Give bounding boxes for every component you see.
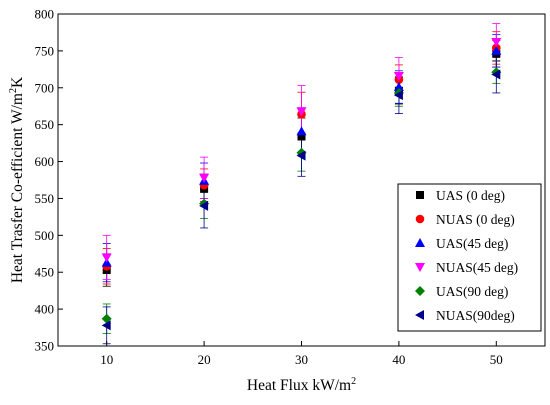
legend: UAS (0 deg) NUAS (0 deg) UAS(45 deg) NUAS(4…	[397, 183, 542, 332]
data-point	[393, 90, 403, 101]
data-point	[101, 253, 112, 263]
data-point	[101, 320, 111, 331]
y-tick-label: 650	[35, 117, 55, 132]
x-tick-label: 30	[295, 352, 308, 367]
y-tick-label: 450	[35, 265, 55, 280]
data-point	[296, 150, 306, 161]
y-tick-label: 400	[35, 302, 55, 317]
data-point	[491, 38, 502, 48]
y-tick-label: 550	[35, 191, 55, 206]
x-tick-label: 50	[490, 352, 503, 367]
legend-marker	[415, 286, 425, 296]
y-tick-label: 750	[35, 43, 55, 58]
y-tick-label: 800	[35, 7, 55, 22]
data-point	[297, 132, 306, 141]
y-axis-title: Heat Trasfer Co-efficient W/m2K	[8, 76, 26, 283]
x-tick-label: 20	[198, 352, 211, 367]
y-tick-label: 500	[35, 228, 55, 243]
x-tick-label: 10	[100, 352, 113, 367]
data-point	[393, 82, 404, 92]
x-axis-title: Heat Flux kW/m2	[247, 376, 356, 394]
legend-label: UAS(90 deg)	[436, 284, 508, 299]
legend-label: NUAS (0 deg)	[436, 212, 515, 227]
data-point	[199, 173, 210, 183]
data-point	[199, 200, 209, 211]
data-point	[491, 69, 501, 80]
legend-marker	[415, 214, 425, 224]
legend-label: UAS(45 deg)	[436, 236, 508, 251]
legend-label: NUAS(45 deg)	[436, 260, 518, 275]
y-tick-label: 600	[35, 154, 55, 169]
x-tick-label: 40	[392, 352, 405, 367]
axis-ticks: 10 20 30 40 50 350 400 450 500 550 600 650 700 750 800	[35, 7, 503, 368]
legend-label: UAS (0 deg)	[436, 188, 505, 203]
data-point	[491, 45, 502, 55]
legend-label: NUAS(90deg)	[436, 308, 515, 323]
legend-marker	[415, 238, 425, 247]
data-markers	[101, 38, 502, 331]
legend-marker	[415, 310, 424, 320]
legend-marker	[416, 191, 424, 199]
data-point	[393, 71, 404, 81]
data-point	[296, 126, 307, 136]
y-tick-label: 350	[35, 339, 55, 354]
legend-box	[397, 183, 542, 332]
data-point	[296, 107, 307, 117]
legend-marker	[415, 263, 425, 272]
y-tick-label: 700	[35, 80, 55, 95]
